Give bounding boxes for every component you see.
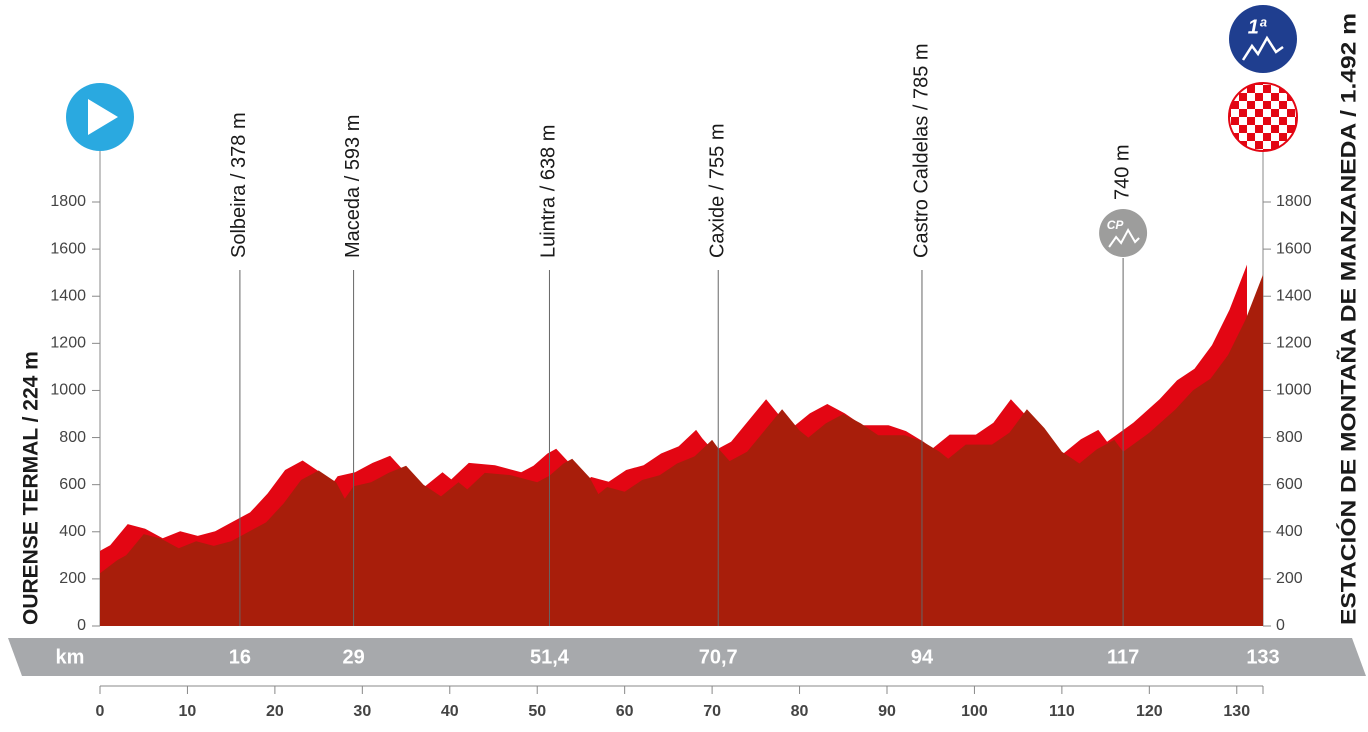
y2-tick-label: 400 bbox=[1276, 523, 1303, 540]
start-arrow bbox=[88, 99, 118, 135]
waypoint-label: Caxide / 755 m bbox=[707, 123, 729, 258]
waypoint-label: Solbeira / 378 m bbox=[228, 112, 250, 258]
y2-tick-label: 1800 bbox=[1276, 193, 1312, 210]
y2-tick-label: 800 bbox=[1276, 429, 1303, 446]
y2-tick-label: 1200 bbox=[1276, 335, 1312, 352]
y-tick-label: 1000 bbox=[50, 382, 86, 399]
profile bbox=[100, 264, 1263, 626]
waypoint-label: 740 m bbox=[1111, 144, 1133, 200]
x-tick-label: 70 bbox=[703, 703, 721, 720]
y-tick-label: 600 bbox=[59, 476, 86, 493]
y-tick-label: 1800 bbox=[50, 193, 86, 210]
y-tick-label: 1200 bbox=[50, 335, 86, 352]
km-bar bbox=[8, 638, 1366, 676]
waypoint-km: 51,4 bbox=[530, 646, 570, 668]
finish-icon bbox=[1228, 82, 1298, 152]
checkpoint-text: CP bbox=[1107, 218, 1125, 232]
y-tick-label: 1400 bbox=[50, 287, 86, 304]
y2-tick-label: 200 bbox=[1276, 570, 1303, 587]
x-tick-label: 80 bbox=[791, 703, 809, 720]
category-badge bbox=[1229, 5, 1297, 73]
y-tick-label: 0 bbox=[77, 617, 86, 634]
waypoint-km: 16 bbox=[229, 646, 251, 668]
y2-tick-label: 1000 bbox=[1276, 382, 1312, 399]
x-tick-label: 40 bbox=[441, 703, 459, 720]
waypoint-km: 94 bbox=[911, 646, 934, 668]
waypoint-label: Maceda / 593 m bbox=[342, 115, 364, 258]
waypoint-km: 117 bbox=[1107, 646, 1139, 668]
category-text: 1ª bbox=[1248, 16, 1267, 38]
checkpoint-mountain bbox=[1108, 227, 1140, 248]
profile-area bbox=[100, 274, 1263, 626]
x-tick-label: 20 bbox=[266, 703, 284, 720]
km-label: km bbox=[56, 646, 85, 668]
x-tick-label: 110 bbox=[1049, 703, 1075, 720]
y-tick-label: 200 bbox=[59, 570, 86, 587]
y-tick-label: 1600 bbox=[50, 240, 86, 257]
checkpoint-icon bbox=[1099, 209, 1148, 257]
x-tick-label: 50 bbox=[528, 703, 546, 720]
x-tick-label: 120 bbox=[1136, 703, 1163, 720]
y2-tick-label: 1400 bbox=[1276, 287, 1312, 304]
x-tick-label: 30 bbox=[353, 703, 371, 720]
x-tick-label: 130 bbox=[1223, 703, 1250, 720]
x-tick-label: 60 bbox=[616, 703, 634, 720]
y-tick-label: 800 bbox=[59, 429, 86, 446]
waypoint-km: 29 bbox=[342, 646, 364, 668]
y2-tick-label: 0 bbox=[1276, 617, 1285, 634]
x-tick-label: 90 bbox=[878, 703, 896, 720]
start-label: OURENSE TERMAL / 224 m bbox=[20, 351, 43, 625]
y-tick-label: 400 bbox=[59, 523, 86, 540]
y2-tick-label: 1600 bbox=[1276, 240, 1312, 257]
x-tick-label: 0 bbox=[96, 703, 105, 720]
waypoint-label: Castro Caldelas / 785 m bbox=[910, 43, 932, 258]
x-tick-label: 10 bbox=[179, 703, 197, 720]
y2-tick-label: 600 bbox=[1276, 476, 1303, 493]
waypoint-km: 70,7 bbox=[699, 646, 738, 668]
x-tick-label: 100 bbox=[961, 703, 988, 720]
finish-label: ESTACIÓN DE MONTAÑA DE MANZANEDA / 1.492… bbox=[1337, 13, 1361, 625]
waypoint-label: Luintra / 638 m bbox=[538, 125, 560, 258]
finish-km: 133 bbox=[1246, 646, 1279, 668]
category-mountain bbox=[1241, 35, 1284, 61]
